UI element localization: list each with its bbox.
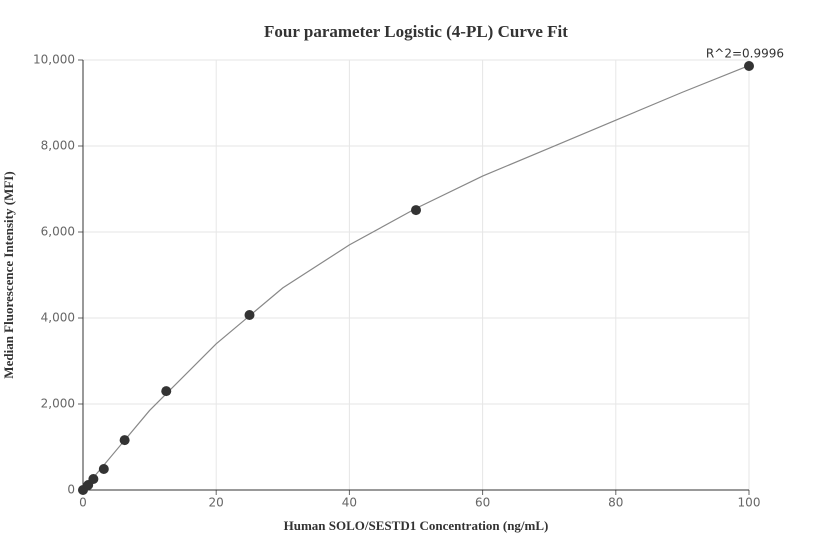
data-point bbox=[411, 205, 421, 216]
x-tick-label: 100 bbox=[738, 496, 761, 510]
x-tick-label: 20 bbox=[209, 496, 224, 510]
x-tick-label: 40 bbox=[342, 496, 357, 510]
data-point bbox=[119, 435, 130, 446]
data-point bbox=[98, 464, 109, 475]
y-tick-label: 0 bbox=[67, 483, 75, 497]
data-point bbox=[244, 309, 255, 320]
data-point bbox=[744, 61, 754, 72]
data-point bbox=[161, 386, 172, 397]
annotation: R^2=0.9996 bbox=[706, 47, 784, 61]
y-axis-label: Median Fluorescence Intensity (MFI) bbox=[1, 171, 16, 378]
fit-curve bbox=[82, 65, 750, 491]
chart-title: Four parameter Logistic (4-PL) Curve Fit bbox=[264, 22, 568, 41]
y-tick-label: 6,000 bbox=[41, 225, 75, 239]
y-tick-label: 2,000 bbox=[41, 397, 75, 411]
x-tick-label: 80 bbox=[608, 496, 623, 510]
y-tick-label: 10,000 bbox=[33, 53, 75, 67]
y-tick-label: 4,000 bbox=[41, 311, 75, 325]
y-tick-label: 8,000 bbox=[41, 139, 75, 153]
x-tick-label: 0 bbox=[79, 496, 87, 510]
x-tick-label: 60 bbox=[475, 496, 490, 510]
data-point bbox=[88, 473, 99, 484]
x-axis-label: Human SOLO/SESTD1 Concentration (ng/mL) bbox=[284, 518, 549, 533]
